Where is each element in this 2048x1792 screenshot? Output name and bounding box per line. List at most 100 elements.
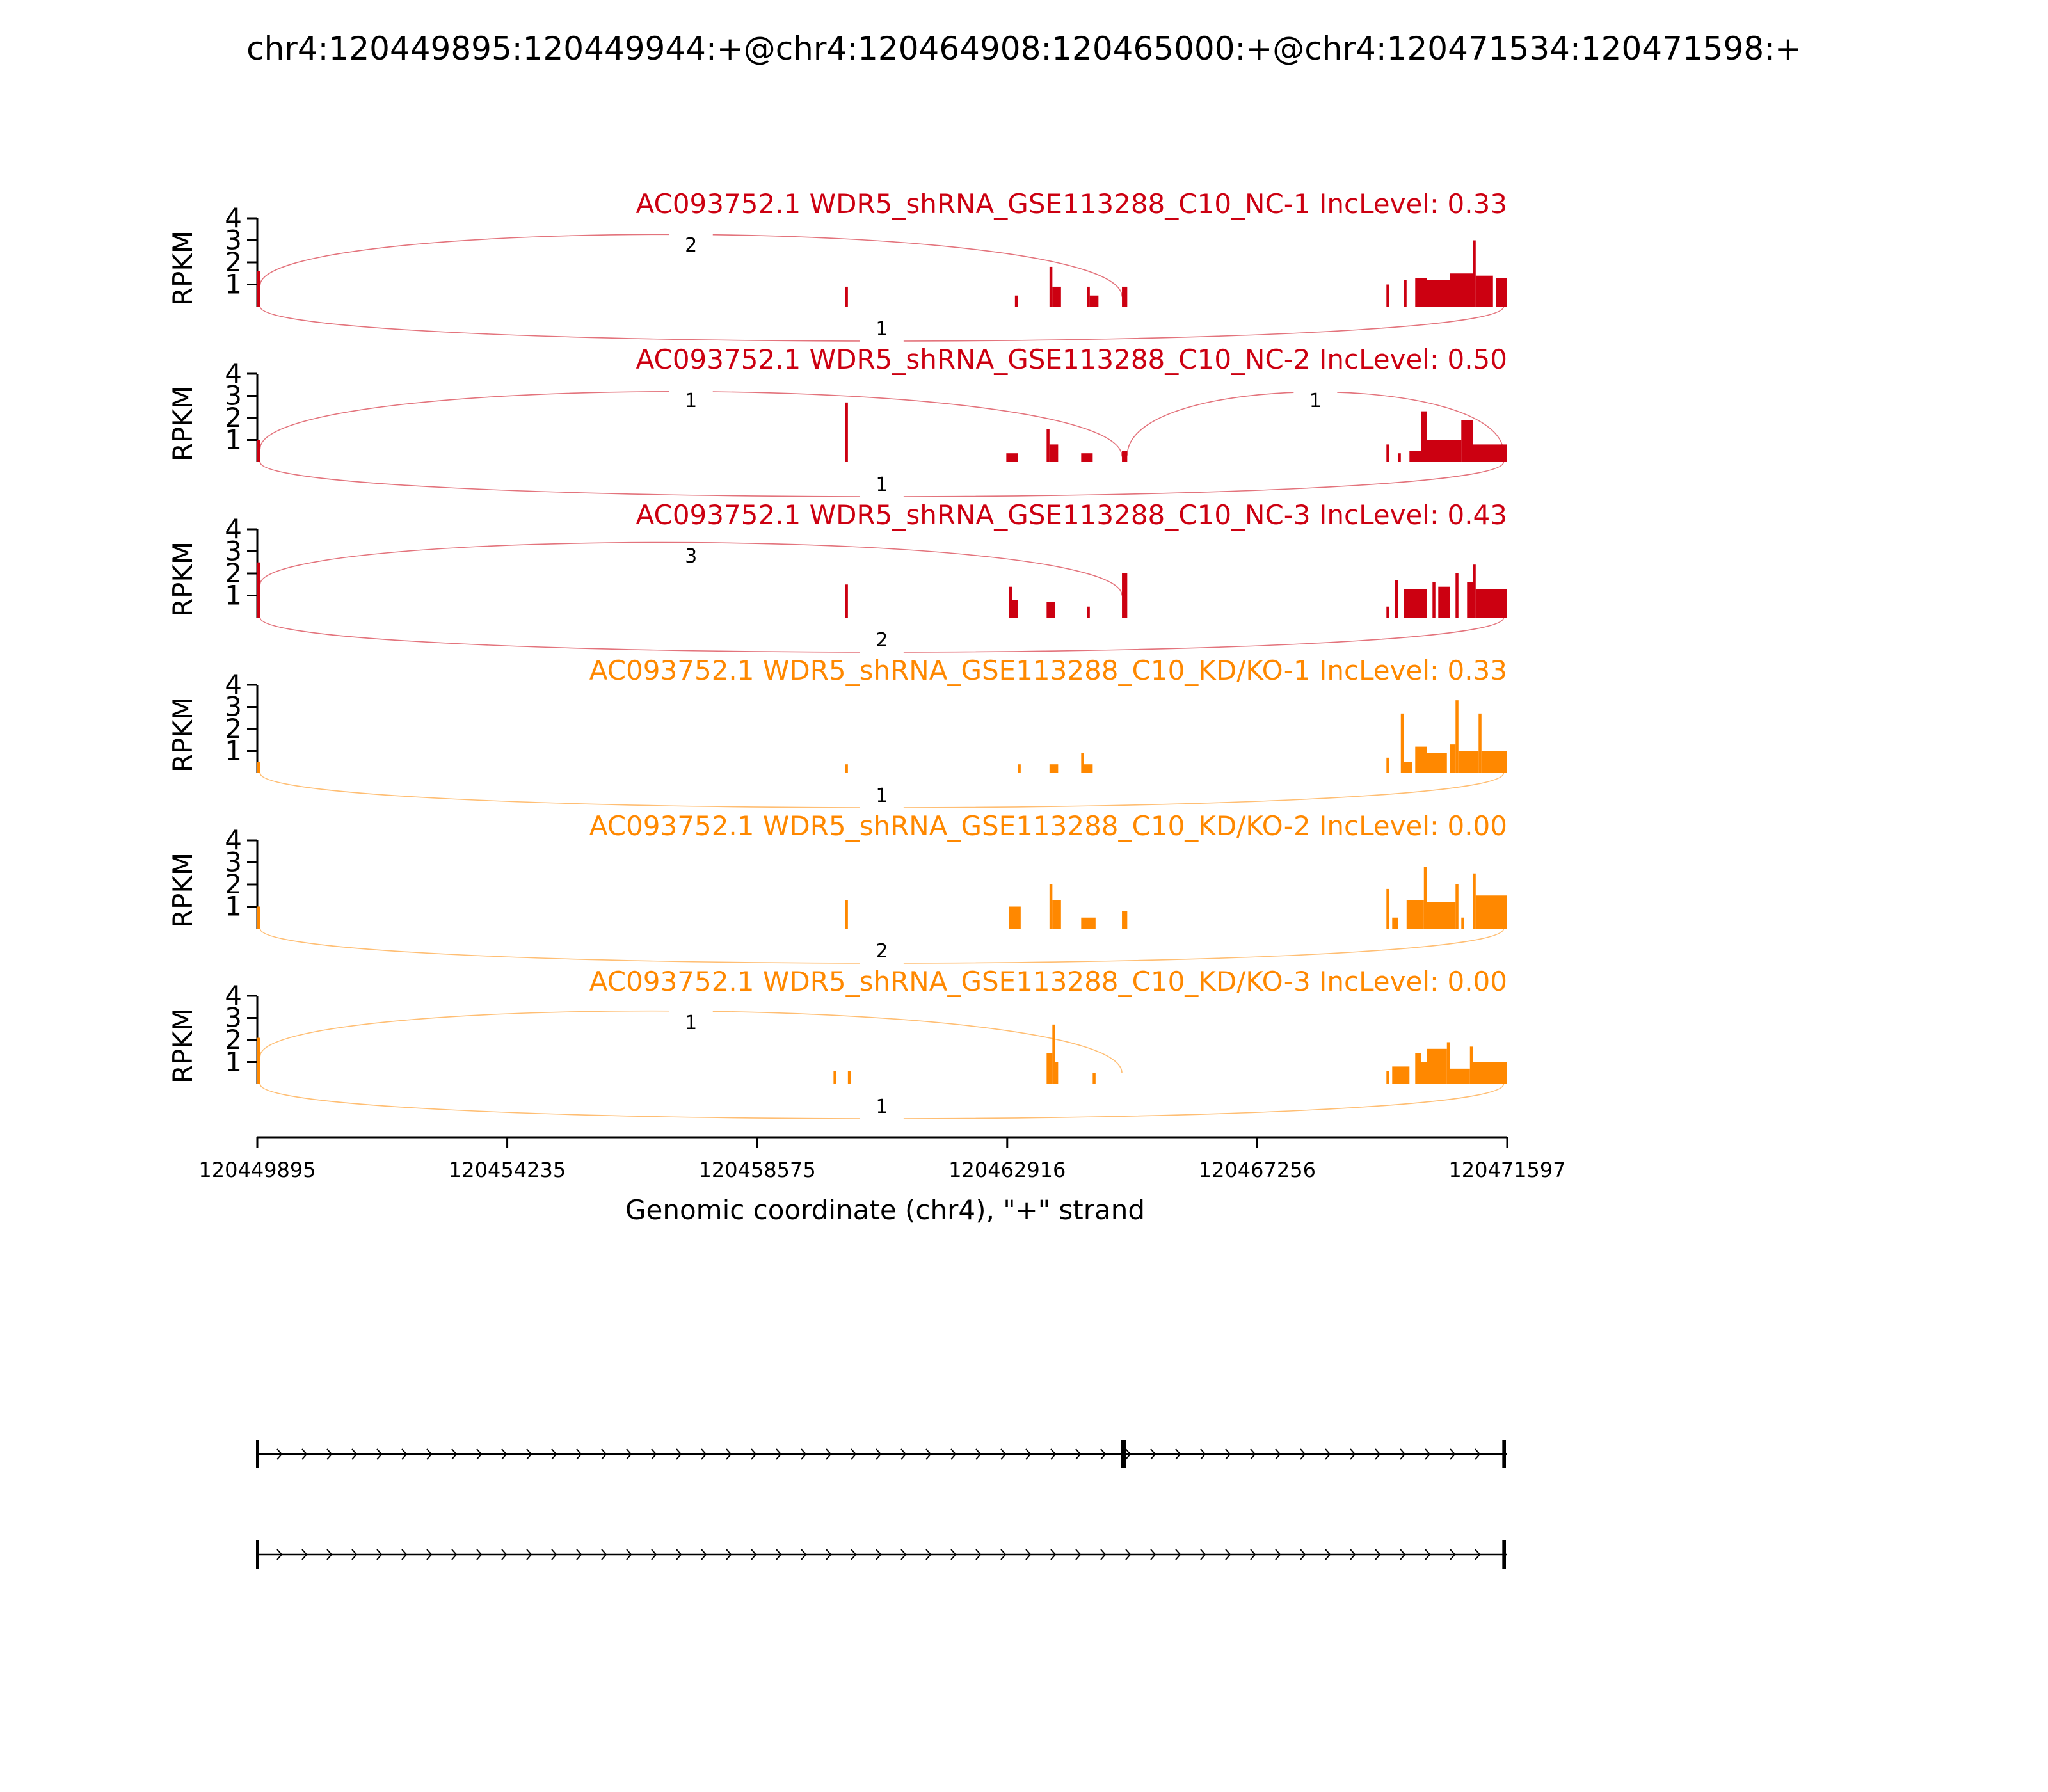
strand-arrow	[1250, 1549, 1256, 1560]
junction-count: 1	[876, 785, 888, 807]
junction-count: 3	[685, 545, 697, 568]
strand-arrow	[751, 1549, 757, 1560]
strand-arrow	[1425, 1549, 1431, 1560]
strand-arrow	[326, 1448, 333, 1460]
exon-block	[1502, 1540, 1506, 1569]
junction-count-bg	[860, 317, 904, 343]
y-tick-label: 3	[225, 847, 242, 878]
coverage-bar	[1438, 586, 1450, 618]
coverage-bar	[1469, 1046, 1473, 1084]
coverage-bar	[1052, 1024, 1055, 1084]
coverage-bar	[1055, 1062, 1059, 1084]
strand-arrow	[1150, 1549, 1156, 1560]
coverage-bar	[1409, 451, 1421, 462]
strand-arrow	[351, 1448, 358, 1460]
y-tick-label: 1	[225, 424, 242, 456]
coverage-bar	[257, 1037, 260, 1084]
strand-arrow	[900, 1549, 907, 1560]
strand-arrow	[851, 1448, 857, 1460]
junction-count-bg	[669, 389, 713, 415]
strand-arrow	[1000, 1549, 1007, 1560]
y-tick-label: 4	[225, 202, 242, 234]
junction-count-bg	[860, 940, 904, 965]
junction-count-bg	[669, 234, 713, 259]
coverage-bar	[1018, 764, 1021, 773]
junction-count: 1	[1309, 390, 1322, 412]
coverage-bar	[1400, 713, 1404, 773]
strand-arrow	[950, 1549, 957, 1560]
strand-arrow	[476, 1448, 483, 1460]
strand-arrow	[1100, 1448, 1107, 1460]
strand-arrow	[1250, 1448, 1256, 1460]
strand-arrow	[1225, 1549, 1231, 1560]
strand-arrow	[1375, 1448, 1381, 1460]
coverage-bar	[1392, 1066, 1410, 1084]
strand-arrow	[1400, 1549, 1406, 1560]
coverage-bar	[1461, 420, 1473, 462]
coverage-bar	[1455, 700, 1459, 773]
y-tick-label: 1	[225, 269, 242, 300]
strand-arrow	[401, 1549, 408, 1560]
strand-arrow	[1275, 1448, 1281, 1460]
y-tick-label: 3	[225, 380, 242, 412]
strand-arrow	[651, 1549, 657, 1560]
strand-arrow	[276, 1549, 283, 1560]
strand-arrow	[501, 1549, 508, 1560]
exon-block	[256, 1540, 259, 1569]
y-tick-label: 3	[225, 1002, 242, 1034]
junction-count-bg	[860, 628, 904, 654]
coverage-bar	[1455, 884, 1459, 929]
x-axis: 120449895 120454235 120458575 120462916 1204…	[198, 1136, 1566, 1182]
strand-arrow	[975, 1549, 982, 1560]
junction-count-bg	[860, 473, 904, 499]
strand-arrow	[801, 1549, 807, 1560]
coverage-bar	[257, 762, 260, 773]
coverage-bar	[845, 402, 848, 462]
strand-arrow	[1125, 1549, 1132, 1560]
coverage-bar	[1009, 906, 1021, 929]
y-tick-label: 2	[225, 246, 242, 278]
strand-arrow	[1350, 1549, 1356, 1560]
strand-arrow	[851, 1549, 857, 1560]
coverage-bar	[1404, 762, 1412, 773]
coverage-bar	[1122, 911, 1128, 929]
strand-arrow	[351, 1549, 358, 1560]
strand-arrow	[1275, 1549, 1281, 1560]
coverage-bar	[1089, 295, 1099, 307]
junction-count: 2	[876, 940, 888, 963]
coverage-bar	[1087, 606, 1090, 618]
coverage-bar	[1406, 900, 1424, 929]
coverage-bar	[1046, 602, 1055, 618]
strand-arrow	[1225, 1448, 1231, 1460]
strand-arrow	[626, 1448, 632, 1460]
coverage-bar	[1386, 444, 1389, 462]
y-axis-label: RPKM	[167, 541, 198, 617]
y-tick-label: 4	[225, 669, 242, 700]
x-tick-label: 120471597	[1448, 1158, 1565, 1182]
coverage-bar	[1423, 867, 1427, 929]
strand-arrow	[576, 1549, 582, 1560]
strand-arrow	[426, 1448, 433, 1460]
coverage-bar	[1461, 917, 1464, 929]
strand-arrow	[1100, 1549, 1107, 1560]
coverage-bar	[257, 271, 260, 307]
strand-arrow	[1150, 1448, 1156, 1460]
junction-count-bg	[1293, 389, 1338, 415]
strand-arrow	[651, 1448, 657, 1460]
strand-arrow	[1050, 1549, 1057, 1560]
strand-arrow	[451, 1549, 458, 1560]
strand-arrow	[876, 1549, 882, 1560]
strand-arrow	[1075, 1448, 1082, 1460]
coverage-bar	[1475, 589, 1507, 618]
coverage-bar	[257, 562, 260, 618]
strand-arrow	[751, 1448, 757, 1460]
figure-title: chr4:120449895:120449944:+@chr4:12046490…	[246, 30, 1802, 67]
y-axis-label: RPKM	[167, 386, 198, 461]
strand-arrow	[1000, 1448, 1007, 1460]
exon-block	[1121, 1440, 1126, 1468]
strand-arrow	[326, 1549, 333, 1560]
coverage-bar	[1427, 1048, 1447, 1084]
